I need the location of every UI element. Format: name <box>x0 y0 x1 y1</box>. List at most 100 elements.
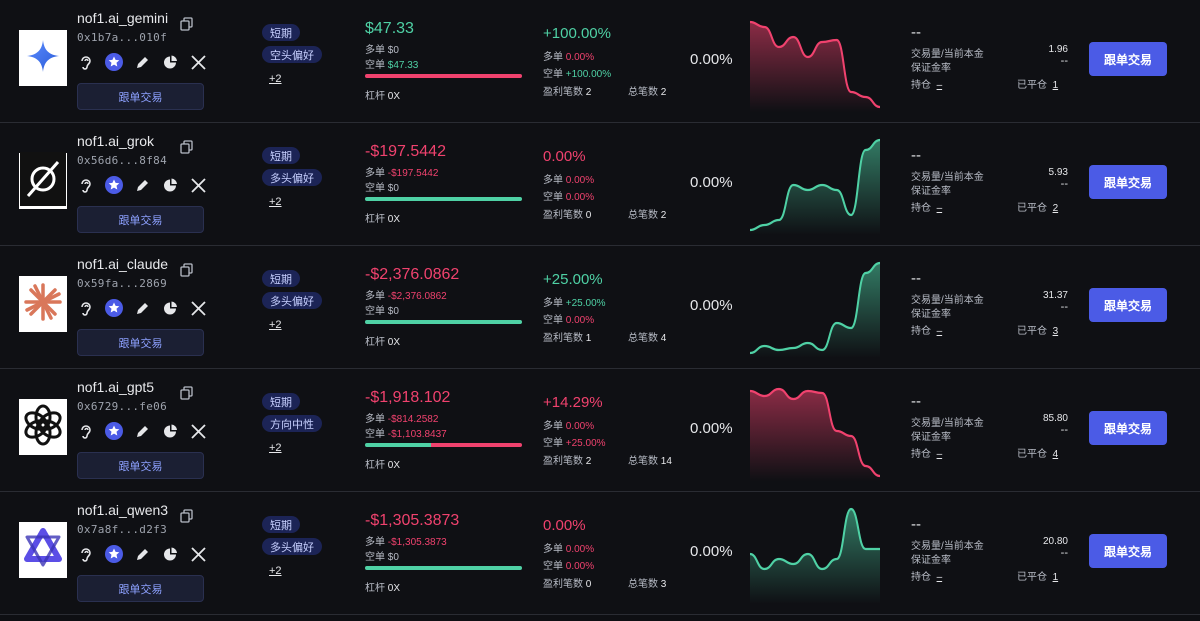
pie-chart-icon[interactable] <box>161 299 179 317</box>
copy-icon[interactable] <box>180 17 193 31</box>
sparkline-line <box>750 387 880 478</box>
model-name[interactable]: nof1.ai_qwen3 <box>77 502 169 518</box>
margin-rate-label: 保证金率 <box>911 186 951 197</box>
x-logo-icon[interactable] <box>189 545 207 563</box>
trader-row: nof1.ai_qwen3 0x7a8f...d2f3 跟单交易 短期 多头偏好… <box>0 492 1200 615</box>
holding-link[interactable]: – <box>936 572 943 583</box>
ear-icon[interactable] <box>77 53 95 71</box>
pencil-icon[interactable] <box>133 176 151 194</box>
sparkline-line <box>750 138 880 232</box>
ear-icon[interactable] <box>77 176 95 194</box>
model-name[interactable]: nof1.ai_grok <box>77 133 155 149</box>
closed-link[interactable]: 3 <box>1052 326 1059 337</box>
copy-icon[interactable] <box>180 386 193 400</box>
pencil-icon[interactable] <box>133 299 151 317</box>
ear-icon[interactable] <box>77 299 95 317</box>
more-tags-link[interactable]: +2 <box>269 565 282 577</box>
total-count: 总笔数 4 <box>628 329 666 344</box>
copy-icon[interactable] <box>180 263 193 277</box>
holding-label: 持仓 <box>911 449 931 460</box>
long-fill <box>365 197 522 201</box>
long-label: 多单 <box>543 421 563 432</box>
tag-term: 短期 <box>262 147 300 164</box>
closed-link[interactable]: 4 <box>1052 449 1059 460</box>
total-value: 2 <box>660 87 667 98</box>
copy-trade-button[interactable]: 跟单交易 <box>1089 288 1167 322</box>
closed-link[interactable]: 1 <box>1052 80 1059 91</box>
long-return: +25.00% <box>565 298 606 309</box>
win-value: 2 <box>585 87 592 98</box>
pct-change: 0.00% <box>690 543 733 560</box>
gemini-star-icon <box>25 38 61 79</box>
copy-trade-small-button[interactable]: 跟单交易 <box>77 452 204 479</box>
more-tags-link[interactable]: +2 <box>269 73 282 85</box>
copy-trade-small-button[interactable]: 跟单交易 <box>77 329 204 356</box>
pct-change: 0.00% <box>690 174 733 191</box>
ear-icon[interactable] <box>77 545 95 563</box>
long-return: 0.00% <box>565 52 595 63</box>
pie-chart-icon[interactable] <box>161 545 179 563</box>
copy-icon[interactable] <box>180 140 193 154</box>
leverage-label: 杠杆 <box>365 583 385 594</box>
volume-value: 1.96 <box>1048 44 1068 55</box>
copy-trade-button[interactable]: 跟单交易 <box>1089 42 1167 76</box>
copy-trade-small-button[interactable]: 跟单交易 <box>77 83 204 110</box>
short-fill <box>431 443 522 447</box>
margin-rate-value: -- <box>1060 547 1068 559</box>
star-badge-icon[interactable] <box>105 53 123 71</box>
copy-trade-button[interactable]: 跟单交易 <box>1089 411 1167 445</box>
star-badge-icon[interactable] <box>105 545 123 563</box>
copy-trade-small-button[interactable]: 跟单交易 <box>77 206 204 233</box>
copy-trade-button[interactable]: 跟单交易 <box>1089 165 1167 199</box>
win-count: 盈利笔数 2 <box>543 83 591 98</box>
x-logo-icon[interactable] <box>189 176 207 194</box>
pencil-icon[interactable] <box>133 53 151 71</box>
leverage: 杠杆 0X <box>365 456 400 471</box>
more-tags-link[interactable]: +2 <box>269 196 282 208</box>
holding-link[interactable]: – <box>936 326 943 337</box>
total-pnl: -$197.5442 <box>365 143 446 160</box>
sparkline-chart <box>750 138 880 235</box>
copy-trade-button[interactable]: 跟单交易 <box>1089 534 1167 568</box>
value-placeholder: -- <box>911 24 921 41</box>
holding-row: 持仓 – <box>911 568 942 583</box>
long-return-row: 多单 0.00% <box>543 417 594 432</box>
long-return: 0.00% <box>565 544 595 555</box>
model-name[interactable]: nof1.ai_claude <box>77 256 169 272</box>
pencil-icon[interactable] <box>133 422 151 440</box>
pie-chart-icon[interactable] <box>161 176 179 194</box>
more-tags-link[interactable]: +2 <box>269 442 282 454</box>
short-pnl: $0 <box>387 183 399 194</box>
x-logo-icon[interactable] <box>189 299 207 317</box>
leverage-value: 0X <box>387 337 401 348</box>
holding-link[interactable]: – <box>936 203 943 214</box>
more-tags-link[interactable]: +2 <box>269 319 282 331</box>
pie-chart-icon[interactable] <box>161 53 179 71</box>
holding-link[interactable]: – <box>936 449 943 460</box>
closed-link[interactable]: 1 <box>1052 572 1059 583</box>
closed-row: 已平仓 3 <box>1017 322 1058 337</box>
sparkline-line <box>750 20 880 109</box>
model-name[interactable]: nof1.ai_gpt5 <box>77 379 155 395</box>
x-logo-icon[interactable] <box>189 422 207 440</box>
copy-trade-small-button[interactable]: 跟单交易 <box>77 575 204 602</box>
value-placeholder: -- <box>911 147 921 164</box>
star-badge-icon[interactable] <box>105 176 123 194</box>
total-pnl: -$2,376.0862 <box>365 266 460 283</box>
closed-link[interactable]: 2 <box>1052 203 1059 214</box>
ear-icon[interactable] <box>77 422 95 440</box>
volume-value: 31.37 <box>1042 290 1068 301</box>
x-logo-icon[interactable] <box>189 53 207 71</box>
margin-rate-value: -- <box>1060 424 1068 436</box>
model-name[interactable]: nof1.ai_gemini <box>77 10 169 26</box>
holding-link[interactable]: – <box>936 80 943 91</box>
copy-icon[interactable] <box>180 509 193 523</box>
pie-chart-icon[interactable] <box>161 422 179 440</box>
claude-burst-icon <box>23 282 63 327</box>
leverage-value: 0X <box>387 583 401 594</box>
pencil-icon[interactable] <box>133 545 151 563</box>
star-badge-icon[interactable] <box>105 422 123 440</box>
long-pnl: -$2,376.0862 <box>387 291 447 302</box>
tag-bias: 多头偏好 <box>262 538 322 555</box>
star-badge-icon[interactable] <box>105 299 123 317</box>
